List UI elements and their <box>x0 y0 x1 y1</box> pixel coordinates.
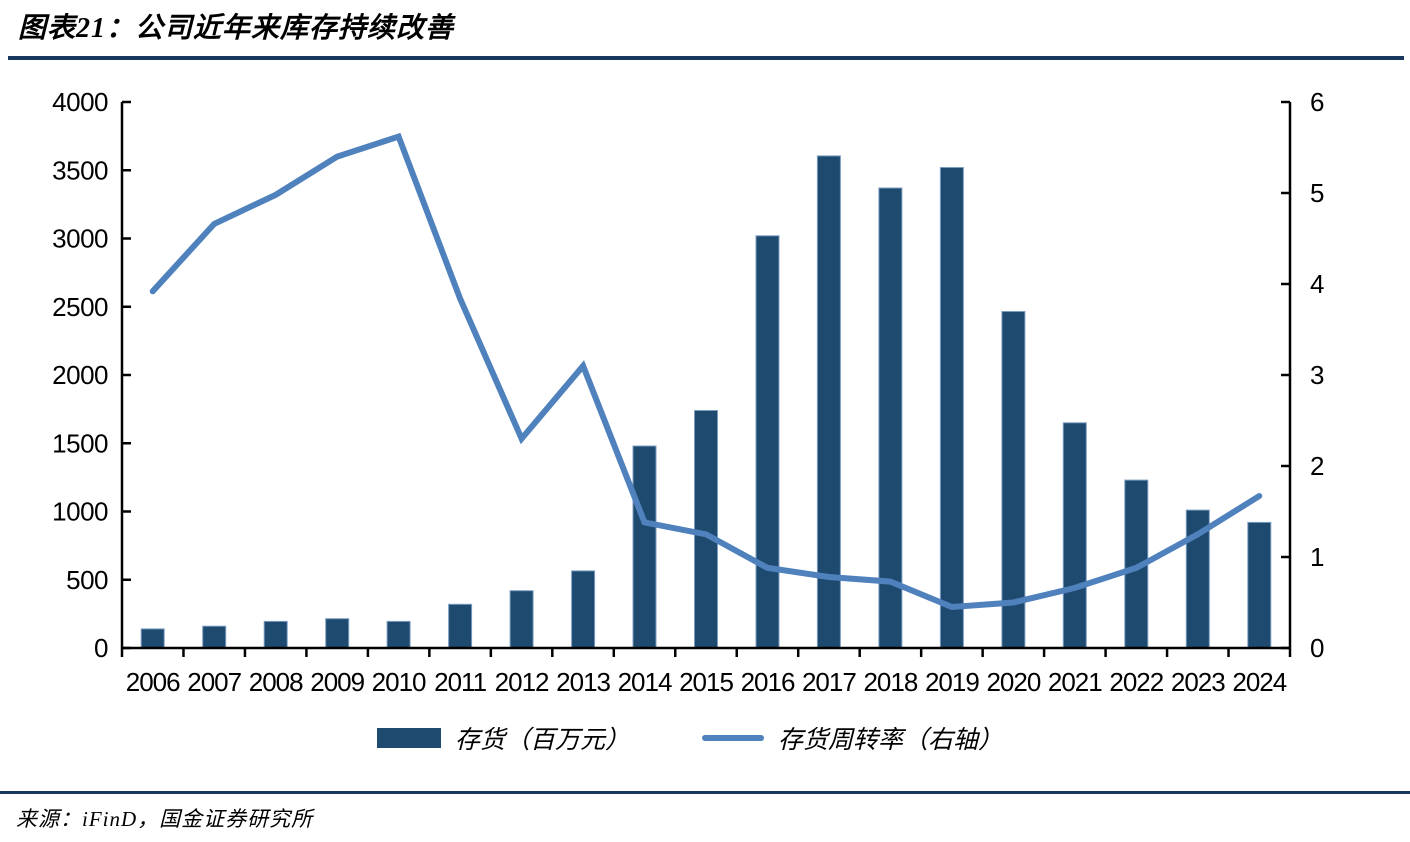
x-axis-tick-label: 2015 <box>679 667 733 697</box>
right-axis-labels: 0 1 2 3 4 5 6 <box>1310 87 1325 663</box>
figure-title: 图表21：公司近年来库存持续改善 <box>18 13 455 44</box>
bar-2014 <box>632 445 657 649</box>
bar-2021 <box>1062 422 1087 649</box>
bar-2006 <box>140 628 165 649</box>
left-axis-labels: 0 500 1000 1500 2000 2500 3000 3500 4000 <box>52 87 108 663</box>
chart-legend: 存货（百万元） 存货周转率（右轴） <box>0 720 1380 756</box>
right-axis-tick-label: 6 <box>1310 87 1324 117</box>
x-axis-tick-label: 2007 <box>187 667 241 697</box>
left-axis-tick-label: 1000 <box>52 497 108 527</box>
legend-item-inventory: 存货（百万元） <box>376 720 630 756</box>
left-axis-tick-label: 1500 <box>52 428 108 458</box>
x-axis-tick-label: 2018 <box>863 667 917 697</box>
x-axis-tick-label: 2021 <box>1048 667 1102 697</box>
x-axis-tick-label: 2013 <box>556 667 610 697</box>
source-text: 来源：iFinD，国金证券研究所 <box>16 807 314 831</box>
legend-line-label: 存货周转率（右轴） <box>778 727 1004 754</box>
bar-2015 <box>694 410 718 649</box>
x-axis-tick-label: 2011 <box>434 667 486 697</box>
turnover-line <box>149 132 1263 611</box>
x-axis-tick-label: 2010 <box>372 667 426 697</box>
bars-series <box>140 155 1272 649</box>
bar-2013 <box>571 570 596 649</box>
legend-bar-label: 存货（百万元） <box>454 727 630 754</box>
title-rule <box>8 56 1404 60</box>
x-axis-tick-label: 2012 <box>495 667 549 697</box>
x-axis-tick-label: 2006 <box>126 667 180 697</box>
bar-2019 <box>939 167 964 649</box>
right-axis-tick-label: 3 <box>1310 360 1324 390</box>
bar-2012 <box>509 590 534 649</box>
left-axis-tick-label: 3500 <box>52 155 108 185</box>
x-axis-tick-label: 2024 <box>1232 667 1286 697</box>
right-axis-tick-label: 4 <box>1310 269 1324 299</box>
x-axis-tick-label: 2014 <box>618 667 672 697</box>
inventory-combo-chart: 0 500 1000 1500 2000 2500 3000 3500 4000 0 1 2 3 4 5 6 2… <box>52 87 1325 697</box>
legend-item-turnover: 存货周转率（右轴） <box>702 720 1003 756</box>
x-axis-tick-label: 2017 <box>802 667 856 697</box>
x-axis-tick-label: 2016 <box>741 667 795 697</box>
right-axis-tick-label: 1 <box>1310 542 1324 572</box>
right-axis-tick-label: 5 <box>1310 178 1324 208</box>
bar-2016 <box>755 235 780 649</box>
bar-2007 <box>202 625 227 649</box>
left-axis-tick-label: 3000 <box>52 224 108 254</box>
left-axis-tick-label: 0 <box>94 633 108 663</box>
legend-line-swatch <box>702 735 764 741</box>
x-axis-tick-label: 2019 <box>925 667 979 697</box>
x-axis-tick-label: 2020 <box>986 667 1040 697</box>
bar-2008 <box>263 620 288 649</box>
x-axis-tick-label: 2023 <box>1171 667 1225 697</box>
legend-bar-swatch <box>376 728 441 748</box>
left-axis-tick-label: 2000 <box>52 360 108 390</box>
left-axis-tick-label: 2500 <box>52 292 108 322</box>
footer-rule <box>0 791 1410 794</box>
x-axis-tick-label: 2008 <box>249 667 303 697</box>
bar-2024 <box>1247 521 1272 649</box>
x-axis-tick-label: 2022 <box>1109 667 1163 697</box>
bar-2011 <box>448 603 473 649</box>
bar-2010 <box>386 620 411 649</box>
left-axis-tick-label: 4000 <box>52 87 108 117</box>
x-axis-tick-label: 2009 <box>310 667 364 697</box>
right-axis-tick-label: 2 <box>1310 451 1324 481</box>
right-axis-tick-label: 0 <box>1310 633 1324 663</box>
bar-2009 <box>325 618 350 649</box>
x-axis-labels: 2006 2007 2008 2009 2010 2011 2012 2013 2014 2015… <box>126 667 1288 697</box>
left-axis-tick-label: 500 <box>66 565 108 595</box>
tick-marks <box>120 100 1292 657</box>
